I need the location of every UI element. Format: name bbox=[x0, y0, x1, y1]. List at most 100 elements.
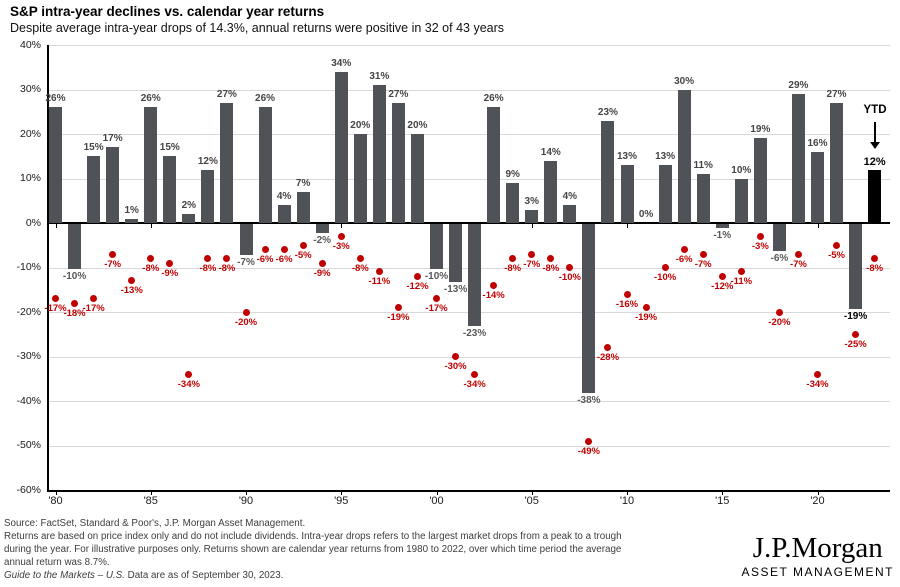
dot-2000 bbox=[433, 295, 440, 303]
dot-1984 bbox=[128, 277, 136, 285]
dot-2001 bbox=[452, 353, 460, 360]
dot-1983 bbox=[109, 250, 117, 258]
dot-label-1992: -6% bbox=[275, 254, 293, 266]
bar-label-2004: 9% bbox=[505, 168, 520, 180]
zero-tickmark-2010 bbox=[627, 224, 628, 228]
zero-line bbox=[47, 222, 890, 224]
bar-label-2022: -19% bbox=[843, 310, 868, 322]
x-tickmark-2015 bbox=[722, 491, 724, 495]
bar-label-2006: 14% bbox=[540, 146, 561, 158]
footer-gtm-line: Guide to the Markets – U.S. Data are as … bbox=[4, 569, 754, 582]
bar-label-2017: 19% bbox=[750, 124, 771, 136]
dot-label-1999: -12% bbox=[406, 280, 429, 292]
bar-2014 bbox=[696, 174, 710, 223]
dot-label-2009: -28% bbox=[596, 352, 620, 364]
dot-2004 bbox=[509, 255, 517, 263]
dot-label-2018: -20% bbox=[768, 316, 791, 328]
bar-2022 bbox=[849, 224, 863, 309]
dot-label-1990: -20% bbox=[234, 316, 258, 328]
jpmorgan-brand-text: J.P.Morgan bbox=[752, 532, 883, 564]
y-tick-label: -40% bbox=[16, 394, 41, 407]
dot-2018 bbox=[775, 308, 783, 316]
dot-1985 bbox=[147, 255, 155, 263]
dot-label-1988: -8% bbox=[199, 263, 217, 275]
x-tick-label-2015: '15 bbox=[715, 495, 730, 507]
dot-label-2014: -7% bbox=[694, 258, 712, 270]
bar-label-1989: 27% bbox=[216, 88, 237, 100]
dot-label-1986: -9% bbox=[161, 267, 179, 279]
footer-body-line: Returns are based on price index only an… bbox=[4, 531, 622, 542]
bar-label-2019: 29% bbox=[788, 79, 809, 91]
dot-2016 bbox=[737, 268, 745, 276]
gridline-10 bbox=[47, 178, 890, 180]
bar-1981 bbox=[68, 224, 82, 269]
bar-1994 bbox=[315, 224, 329, 233]
dot-1995 bbox=[337, 232, 345, 240]
bar-1985 bbox=[144, 107, 158, 223]
bar-label-2012: 13% bbox=[655, 151, 676, 163]
footer-source-line: Source: FactSet, Standard & Poor's, J.P.… bbox=[4, 518, 306, 529]
dot-1996 bbox=[356, 255, 364, 263]
dot-2003 bbox=[490, 281, 498, 289]
zero-tickmark-2005 bbox=[531, 224, 533, 228]
footer-body-line: during the year. For illustrative purpos… bbox=[4, 544, 622, 555]
dot-2006 bbox=[547, 255, 555, 263]
dot-2011 bbox=[642, 304, 650, 312]
y-axis-line bbox=[47, 45, 49, 490]
dot-label-1982: -17% bbox=[82, 303, 105, 315]
dot-label-2002: -34% bbox=[463, 378, 486, 390]
bar-label-2007: 4% bbox=[562, 191, 578, 203]
dot-1989 bbox=[223, 255, 231, 263]
bar-1980 bbox=[49, 107, 62, 223]
footer-body-line: annual return was 8.7%. bbox=[4, 557, 110, 568]
dot-1994 bbox=[318, 259, 326, 267]
bar-2005 bbox=[525, 209, 539, 223]
dot-2019 bbox=[794, 250, 802, 258]
bar-label-1993: 7% bbox=[295, 177, 311, 189]
y-tick-label: -10% bbox=[16, 261, 41, 273]
bar-1998 bbox=[391, 102, 405, 223]
chart-subtitle: Despite average intra-year drops of 14.3… bbox=[10, 21, 505, 35]
dot-label-1984: -13% bbox=[120, 285, 143, 297]
dot-2022 bbox=[852, 330, 860, 338]
bar-2021 bbox=[830, 102, 844, 223]
bar-2004 bbox=[506, 182, 520, 223]
dot-label-2011: -19% bbox=[634, 312, 658, 324]
bar-label-1983: 17% bbox=[102, 133, 123, 145]
dot-label-1995: -3% bbox=[332, 240, 350, 252]
gtm-date: Data are as of September 30, 2023. bbox=[124, 570, 284, 581]
dot-label-1985: -8% bbox=[142, 263, 160, 275]
bar-label-1987: 2% bbox=[181, 200, 197, 212]
bar-1987 bbox=[182, 214, 196, 223]
gridline-30 bbox=[47, 89, 890, 91]
x-tick-label-1990: '90 bbox=[238, 495, 254, 507]
x-tick-label-1995: '95 bbox=[334, 495, 349, 507]
y-tick-label: -50% bbox=[16, 439, 41, 451]
gridline-20 bbox=[47, 134, 890, 135]
dot-label-2006: -8% bbox=[542, 263, 560, 275]
dot-2005 bbox=[528, 250, 536, 258]
dot-2002 bbox=[471, 370, 479, 378]
bar-label-2010: 13% bbox=[616, 151, 637, 163]
x-tick-label-2020: '20 bbox=[810, 495, 825, 507]
x-tickmark-2005 bbox=[531, 491, 533, 495]
x-tick-label-1985: '85 bbox=[143, 495, 158, 507]
x-tick-label-2005: '05 bbox=[524, 495, 539, 507]
bar-label-2016: 10% bbox=[731, 164, 752, 176]
bar-label-2018: -6% bbox=[770, 252, 789, 264]
bar-1983 bbox=[106, 147, 120, 223]
bar-label-2011: 0% bbox=[638, 209, 654, 220]
bar-label-1992: 4% bbox=[276, 191, 292, 203]
zero-tickmark-2020 bbox=[817, 224, 819, 228]
bar-label-1995: 34% bbox=[331, 57, 352, 69]
bar-1986 bbox=[163, 156, 177, 223]
x-tickmark-2010 bbox=[627, 491, 628, 495]
zero-tickmark-1995 bbox=[341, 224, 343, 228]
bar-label-1998: 27% bbox=[388, 88, 409, 100]
dot-label-2008: -49% bbox=[577, 445, 600, 457]
x-tickmark-1985 bbox=[150, 491, 152, 495]
bar-2001 bbox=[449, 224, 463, 282]
bar-label-1996: 20% bbox=[350, 120, 371, 131]
x-tickmark-2000 bbox=[436, 491, 438, 495]
